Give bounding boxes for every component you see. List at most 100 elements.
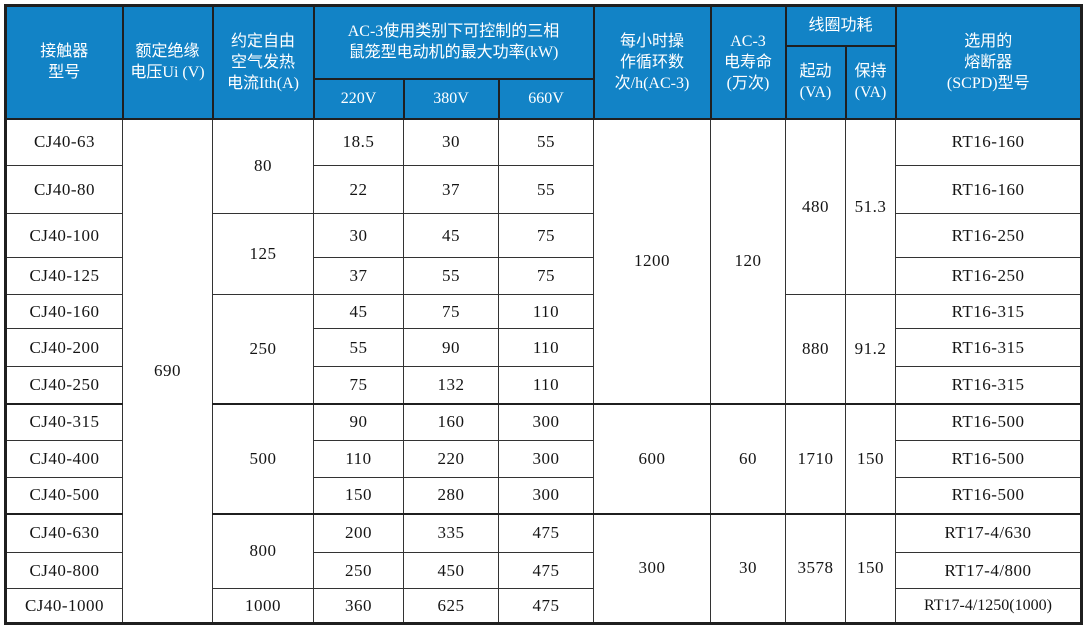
cell-model: CJ40-1000 (5, 588, 123, 624)
col-header-thermal-current: 约定自由 空气发热 电流Ith(A) (211, 4, 315, 120)
cell-kw-380: 335 (403, 512, 499, 553)
cell-model: CJ40-500 (5, 477, 123, 514)
cell-fuse: RT16-315 (895, 294, 1083, 329)
cell-kw-380: 37 (403, 165, 499, 214)
cell-start-va: 1710 (785, 402, 846, 514)
cell-kw-220: 250 (313, 552, 404, 589)
header-row-1: 接触器 型号 额定绝缘 电压Ui (V) 约定自由 空气发热 电流Ith(A) … (4, 4, 1083, 120)
cell-kw-660: 300 (498, 402, 594, 441)
cell-fuse: RT17-4/630 (895, 512, 1083, 553)
cell-kw-380: 75 (403, 294, 499, 329)
cell-kw-660: 55 (498, 118, 594, 166)
cell-kw-380: 220 (403, 440, 499, 478)
col-header-fuse: 选用的 熔断器 (SCPD)型号 (894, 4, 1083, 120)
cell-model: CJ40-100 (5, 213, 123, 258)
cell-kw-660: 300 (498, 477, 594, 514)
cell-kw-220: 30 (313, 213, 404, 258)
cell-kw-220: 110 (313, 440, 404, 478)
cell-operating-cycles: 600 (593, 402, 711, 514)
cell-fuse: RT16-315 (895, 328, 1083, 367)
cell-kw-660: 55 (498, 165, 594, 214)
table-row: CJ40-80 22 37 55 RT16-160 (5, 165, 1083, 214)
cell-hold-va: 150 (844, 512, 897, 624)
cell-model: CJ40-315 (5, 402, 123, 441)
cell-model: CJ40-250 (5, 366, 123, 404)
cell-kw-380: 160 (403, 402, 499, 441)
cell-kw-380: 280 (403, 477, 499, 514)
cell-model: CJ40-160 (5, 294, 123, 329)
cell-model: CJ40-80 (5, 165, 123, 214)
cell-thermal-current: 1000 (212, 588, 314, 624)
cell-kw-660: 475 (498, 588, 594, 624)
table-body: CJ40-63 690 80 18.5 30 55 1200 120 480 5… (5, 118, 1083, 624)
cell-model: CJ40-200 (5, 328, 123, 367)
cell-kw-380: 625 (403, 588, 499, 624)
cell-kw-660: 110 (498, 294, 594, 329)
cell-kw-660: 475 (498, 552, 594, 589)
cell-fuse: RT16-250 (895, 257, 1083, 295)
cell-fuse: RT17-4/1250(1000) (895, 588, 1083, 624)
cell-electrical-life: 30 (710, 512, 786, 624)
cell-model: CJ40-800 (5, 552, 123, 589)
cell-hold-va: 91.2 (844, 294, 897, 404)
cell-hold-va: 51.3 (844, 118, 897, 295)
cell-kw-220: 360 (313, 588, 404, 624)
col-header-electrical-life: AC-3 电寿命 (万次) (709, 4, 787, 120)
cell-kw-220: 200 (313, 512, 404, 553)
cell-kw-660: 300 (498, 440, 594, 478)
cell-fuse: RT16-500 (895, 440, 1083, 478)
cell-kw-380: 132 (403, 366, 499, 404)
table-row: CJ40-630 800 200 335 475 300 30 3578 150… (5, 512, 1083, 624)
cell-operating-cycles: 300 (593, 512, 711, 624)
cell-model: CJ40-63 (5, 118, 123, 166)
cell-fuse: RT16-315 (895, 366, 1083, 404)
cell-kw-380: 30 (403, 118, 499, 166)
cell-kw-380: 90 (403, 328, 499, 367)
cell-kw-660: 75 (498, 213, 594, 258)
cell-kw-380: 55 (403, 257, 499, 295)
cell-hold-va: 150 (844, 402, 897, 514)
cell-kw-220: 37 (313, 257, 404, 295)
cell-electrical-life: 60 (710, 402, 786, 514)
cell-operating-cycles: 1200 (593, 118, 711, 404)
col-header-max-power-group: AC-3使用类别下可控制的三相 鼠笼型电动机的最大功率(kW) (312, 4, 595, 80)
cell-thermal-current: 500 (212, 402, 314, 514)
cell-kw-660: 75 (498, 257, 594, 295)
table-row: CJ40-63 690 80 18.5 30 55 1200 120 480 5… (5, 118, 1083, 624)
cell-fuse: RT17-4/800 (895, 552, 1083, 589)
cell-start-va: 480 (785, 118, 846, 295)
col-header-start-va: 起动 (VA) (784, 44, 847, 120)
col-header-insulation-voltage: 额定绝缘 电压Ui (V) (121, 4, 214, 120)
col-header-hold-va: 保持 (VA) (844, 44, 897, 120)
cell-start-va: 880 (785, 294, 846, 404)
cell-kw-660: 110 (498, 366, 594, 404)
cell-kw-220: 45 (313, 294, 404, 329)
cell-model: CJ40-125 (5, 257, 123, 295)
cell-kw-220: 75 (313, 366, 404, 404)
table-row: CJ40-1000 1000 360 625 475 RT17-4/1250(1… (5, 588, 1083, 624)
cell-kw-220: 18.5 (313, 118, 404, 166)
cell-fuse: RT16-160 (895, 118, 1083, 166)
cell-kw-660: 110 (498, 328, 594, 367)
table-row: CJ40-500 150 280 300 RT16-500 (5, 477, 1083, 514)
table-row: CJ40-200 55 90 110 RT16-315 (5, 328, 1083, 367)
col-header-220v: 220V (312, 77, 405, 120)
col-header-660v: 660V (497, 77, 595, 120)
col-header-model: 接触器 型号 (4, 4, 124, 120)
cell-fuse: RT16-160 (895, 165, 1083, 214)
col-header-coil-power-group: 线圈功耗 (784, 4, 897, 47)
cell-kw-220: 22 (313, 165, 404, 214)
table-header: 接触器 型号 额定绝缘 电压Ui (V) 约定自由 空气发热 电流Ith(A) … (4, 4, 1083, 120)
cell-kw-220: 55 (313, 328, 404, 367)
cell-thermal-current: 250 (212, 294, 314, 404)
cell-thermal-current: 80 (212, 118, 314, 214)
col-header-380v: 380V (402, 77, 500, 120)
cell-model: CJ40-630 (5, 512, 123, 553)
cell-electrical-life: 120 (710, 118, 786, 404)
cell-kw-220: 90 (313, 402, 404, 441)
header-row-2: 起动 (VA) 保持 (VA) (6, 44, 1082, 120)
col-header-operating-cycles: 每小时操 作循环数 次/h(AC-3) (592, 4, 712, 120)
header-row-3: 220V 380V 660V (6, 77, 1082, 120)
cell-kw-380: 450 (403, 552, 499, 589)
cell-model: CJ40-400 (5, 440, 123, 478)
